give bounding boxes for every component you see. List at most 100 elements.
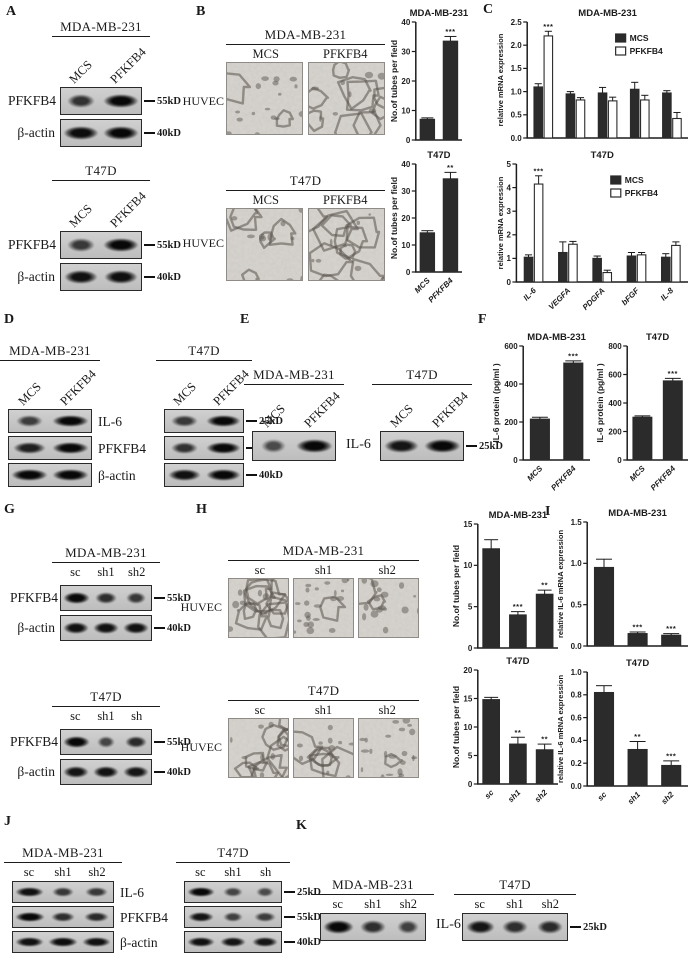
blot-row: 40kD (184, 931, 321, 953)
mw-marker-tick (154, 596, 165, 600)
blot-lane (121, 616, 151, 640)
mw-marker-tick (154, 740, 165, 744)
condition-label: sc (254, 703, 266, 717)
lane-label: sc (60, 565, 91, 585)
panel-label-h: H (196, 502, 207, 517)
bar (593, 691, 615, 787)
y-tick-label: 20 (401, 214, 410, 223)
x-tick-label: PFKFB4 (649, 464, 678, 493)
y-tick-label: 15 (463, 694, 472, 703)
lane-label: MCS (252, 387, 294, 431)
blot-lane (498, 914, 533, 940)
bar-chart: 0 10 20 30 40 T47D No.of tubes per field MCS ** P… (389, 150, 462, 304)
lane-label: MCS (380, 387, 422, 431)
blot-box (252, 431, 336, 461)
lane-label: sh2 (533, 897, 568, 913)
micrograph-texture (229, 719, 288, 777)
blot-group-j-mda: MDA-MB-231 sc sh1 sh2 (4, 846, 122, 956)
lane-label-text: sh1 (54, 865, 72, 879)
mw-marker: 40kD (154, 623, 191, 634)
blot-box (320, 913, 426, 941)
x-tick-label: IL-6 (522, 286, 539, 303)
y-tick-label: 10 (463, 561, 472, 570)
blot-lane (121, 730, 151, 754)
lane-label: sh2 (121, 565, 152, 585)
chart-title: T47D (646, 332, 669, 343)
wb-band (424, 438, 461, 454)
mw-marker-label: 40kD (167, 622, 191, 634)
blot-lane (249, 907, 281, 927)
lane-label: sh2 (80, 865, 114, 881)
lane-label-text: sc (195, 865, 206, 879)
y-tick-label: 0 (406, 268, 411, 277)
blot-lane (9, 437, 50, 459)
micrograph-texture (359, 579, 418, 637)
mw-marker: 40kD (144, 128, 181, 139)
mw-marker: 40kD (246, 470, 283, 481)
lane-label-text: PFKFB4 (107, 188, 149, 231)
wb-band (83, 911, 109, 923)
blot-lane (294, 432, 335, 460)
image-group-title: T47D (226, 174, 385, 191)
lane-label-text: sc (474, 897, 485, 911)
blot-lane (91, 730, 121, 754)
y-tick-label: 600 (504, 342, 518, 351)
blot-lane (50, 437, 91, 459)
lane-label-text: MCS (170, 379, 199, 409)
y-tick-label: 5 (468, 751, 473, 760)
wb-band (93, 621, 119, 635)
wb-band (82, 936, 111, 948)
y-tick-label: 0 (406, 136, 411, 145)
y-tick-label: 40 (401, 18, 410, 27)
tube-images-b-mda: MDA-MB-231 MCS PFKFB4 (226, 28, 385, 135)
blot-lane (249, 932, 281, 952)
wb-band (360, 920, 386, 934)
wb-band (103, 270, 139, 284)
y-tick-label: 1.0 (511, 87, 523, 96)
bar (627, 748, 648, 787)
lane-label: sh1 (497, 897, 532, 913)
chart-title: T47D (591, 150, 614, 161)
lane-label-text: sh1 (364, 897, 382, 911)
y-tick-label: 10 (401, 106, 410, 115)
wb-band (62, 591, 90, 605)
y-tick-label: 10 (463, 723, 472, 732)
lane-label-text: sh2 (541, 897, 559, 911)
blot-lane (80, 932, 113, 952)
blot-lane (185, 882, 217, 902)
lane-label-text: PFKFB4 (301, 388, 343, 431)
chart-h-t47d: 0 5 10 15 20 T47D No.of tubes per field sc ** sh1… (450, 654, 560, 814)
lane-label: sc (12, 865, 46, 881)
blot-row-label: IL-6 (98, 413, 122, 429)
tube-formation-image (308, 208, 385, 281)
blot-row: β-actin 40kD (8, 263, 181, 291)
lane-label: MCS (8, 363, 50, 409)
mw-marker-tick (144, 243, 155, 247)
significance-stars: *** (666, 751, 676, 760)
lane-label: sh1 (91, 709, 122, 729)
tube-images-h-mda: MDA-MB-231 sc sh1 sh2 (228, 544, 419, 638)
micrograph-texture (227, 209, 302, 280)
mw-marker-tick (284, 940, 295, 944)
blot-row-label: IL-6 (120, 884, 144, 900)
lane-label-text: sh1 (97, 565, 115, 579)
significance-stars: *** (513, 602, 523, 611)
tube-formation-image (308, 62, 385, 135)
bar (419, 232, 436, 273)
blot-row: 25kD (380, 431, 503, 461)
blot-lane (46, 907, 79, 927)
legend-swatch (615, 33, 627, 43)
blot-row: PFKFB4 55kD (8, 87, 181, 115)
blot-lane (61, 88, 101, 114)
blot-box (60, 263, 142, 291)
significance-stars: *** (568, 351, 578, 360)
bar (533, 86, 544, 139)
blot-row (252, 431, 344, 461)
lane-label-text: PFKFB4 (429, 388, 471, 431)
blot-row-label: β-actin (17, 620, 55, 635)
blot-lane (532, 914, 567, 940)
bar (442, 40, 459, 141)
wb-band (261, 438, 286, 454)
tube-formation-image (293, 718, 354, 778)
